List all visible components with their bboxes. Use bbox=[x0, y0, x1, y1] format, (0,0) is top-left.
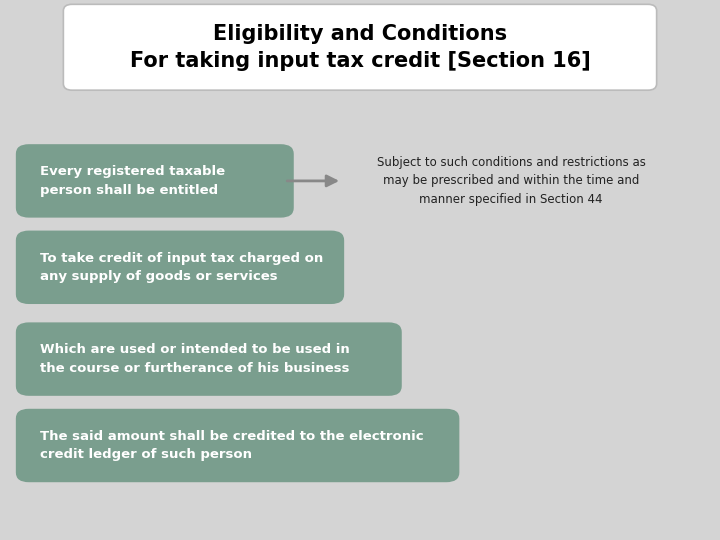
Text: Which are used or intended to be used in
the course or furtherance of his busine: Which are used or intended to be used in… bbox=[40, 343, 349, 375]
FancyBboxPatch shape bbox=[16, 322, 402, 396]
Text: The said amount shall be credited to the electronic
credit ledger of such person: The said amount shall be credited to the… bbox=[40, 430, 423, 461]
Text: To take credit of input tax charged on
any supply of goods or services: To take credit of input tax charged on a… bbox=[40, 252, 323, 283]
Text: Every registered taxable
person shall be entitled: Every registered taxable person shall be… bbox=[40, 165, 225, 197]
FancyBboxPatch shape bbox=[16, 409, 459, 482]
Text: Subject to such conditions and restrictions as
may be prescribed and within the : Subject to such conditions and restricti… bbox=[377, 156, 646, 206]
FancyBboxPatch shape bbox=[16, 144, 294, 218]
FancyBboxPatch shape bbox=[16, 231, 344, 304]
Text: Eligibility and Conditions
For taking input tax credit [Section 16]: Eligibility and Conditions For taking in… bbox=[130, 24, 590, 71]
FancyBboxPatch shape bbox=[63, 4, 657, 90]
